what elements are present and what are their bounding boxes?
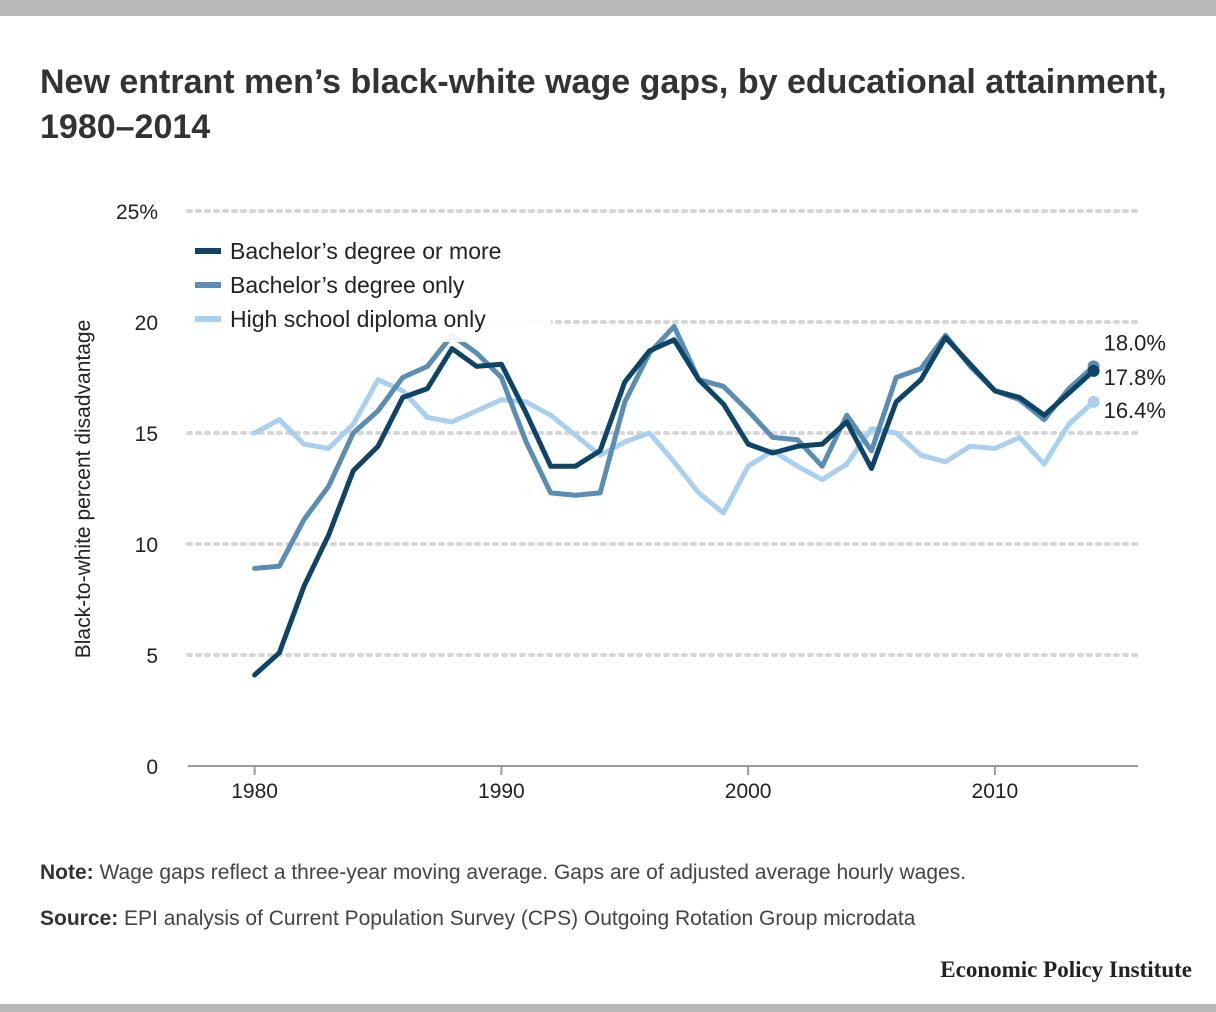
x-tick-label: 2000: [725, 780, 772, 803]
y-axis-ticks: 0 5 10 15 20 25%: [116, 201, 158, 779]
bottom-border-bar: [0, 1004, 1216, 1012]
legend-label: High school diploma only: [230, 306, 486, 332]
legend-label: Bachelor’s degree only: [230, 272, 465, 298]
legend-swatch: [195, 248, 221, 254]
x-tick-label: 2010: [972, 780, 1019, 803]
legend-swatch: [195, 282, 221, 288]
chart-source: Source: EPI analysis of Current Populati…: [40, 905, 1190, 933]
source-text: EPI analysis of Current Population Surve…: [124, 907, 916, 930]
y-tick-label: 15: [135, 423, 158, 446]
legend-label: Bachelor’s degree or more: [230, 238, 501, 264]
note-text: Wage gaps reflect a three-year moving av…: [99, 861, 967, 884]
y-tick-label: 10: [135, 534, 158, 557]
series-line: [252, 335, 1097, 678]
chart-title: New entrant men’s black-white wage gaps,…: [40, 63, 1167, 146]
series-end-marker: [1087, 364, 1100, 377]
series-end-label: 18.0%: [1104, 330, 1166, 355]
x-axis-ticks: 1980 1990 2000 2010: [231, 766, 1018, 803]
chart-note: Note: Wage gaps reflect a three-year mov…: [40, 859, 1190, 887]
source-label: Source:: [40, 907, 119, 930]
epi-logo-text: Economic Policy Institute: [940, 957, 1192, 982]
y-tick-label: 25%: [116, 201, 158, 224]
top-border-bar: [0, 0, 1216, 16]
x-tick-label: 1990: [478, 780, 525, 803]
series-end-marker: [1087, 395, 1100, 408]
y-axis-label: Black-to-white percent disadvantage: [72, 320, 95, 659]
y-tick-label: 0: [146, 756, 158, 779]
series-end-label: 17.8%: [1104, 365, 1166, 390]
legend: Bachelor’s degree or more Bachelor’s degr…: [186, 228, 551, 342]
line-chart: 1980 1990 2000 2010 0 5 10 15 20 25% Black-to-wh…: [72, 201, 1166, 803]
gridlines: [186, 209, 1140, 657]
legend-background: [186, 228, 551, 342]
y-tick-label: 5: [146, 645, 158, 668]
series-end-label: 16.4%: [1104, 398, 1166, 423]
note-label: Note:: [40, 861, 94, 884]
legend-swatch: [195, 316, 221, 322]
x-tick-label: 1980: [231, 780, 278, 803]
y-tick-label: 20: [135, 312, 158, 335]
series-lines: 17.8% 18.0% 16.4%: [252, 323, 1166, 678]
